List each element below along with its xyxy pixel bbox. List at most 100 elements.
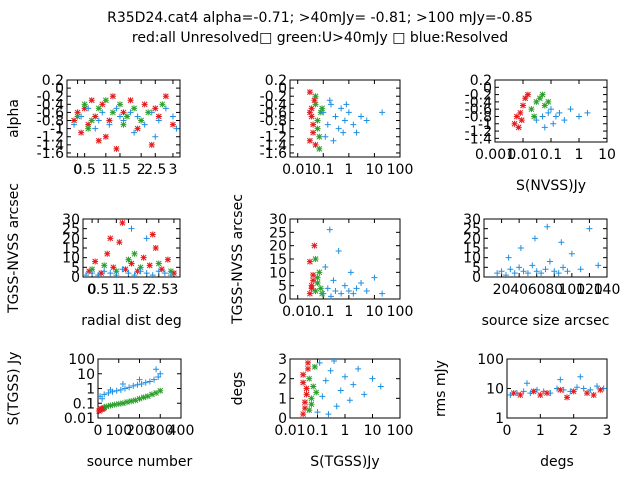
data-point-green [101, 262, 108, 269]
y-tick-label: 0.01 [64, 411, 95, 427]
data-point-red [170, 270, 177, 277]
data-point-blue [340, 129, 347, 136]
data-point-blue [338, 105, 345, 112]
y-tick-label: 10 [62, 251, 80, 267]
data-point-blue [338, 290, 345, 297]
data-point-blue [564, 268, 571, 275]
data-point-red [303, 385, 310, 392]
data-point-red [310, 272, 317, 278]
data-point-blue [580, 385, 587, 392]
data-point-blue [106, 121, 113, 128]
data-point-green [157, 387, 164, 394]
data-point-red [92, 258, 99, 265]
x-tick-label: 0.01 [282, 304, 313, 320]
data-point-green [111, 401, 118, 408]
data-point-blue [101, 391, 108, 398]
data-point-blue [551, 268, 558, 275]
y-tick-label: 1 [495, 411, 504, 427]
x-tick-label: 1 [344, 304, 353, 320]
data-point-red [95, 137, 102, 144]
data-point-green [314, 274, 321, 281]
data-point-red [510, 390, 517, 397]
data-point-green [167, 268, 174, 275]
data-point-blue [155, 268, 162, 275]
data-point-red [311, 97, 318, 104]
scatter-panels: 00.5 11.5 22.5 30.20-0.2-0.4-0.6-0.8-1-1.2-… [6, 73, 620, 470]
data-point-blue [326, 226, 333, 233]
y-tick-label: -0.2 [465, 88, 492, 104]
data-point-blue [511, 270, 518, 277]
data-point-blue [143, 235, 150, 242]
x-tick-label: 0.001 [475, 147, 515, 163]
y-axis-label: degs [230, 372, 246, 406]
x-tick-label: 0 [94, 423, 103, 439]
data-point-blue [71, 121, 78, 128]
data-point-red [308, 113, 315, 120]
data-point-green [109, 109, 116, 116]
data-point-blue [151, 376, 158, 383]
data-point-red [86, 268, 93, 275]
data-point-blue [529, 262, 536, 269]
data-point-red [308, 105, 315, 112]
y-tick-label: -0.4 [260, 97, 287, 113]
data-point-blue [541, 124, 548, 131]
data-point-green [312, 101, 319, 108]
data-point-red [522, 95, 529, 102]
data-point-red [518, 117, 525, 124]
y-tick-label: 25 [269, 225, 287, 241]
data-point-blue [346, 397, 353, 404]
x-tick-label: 0.01 [282, 162, 313, 178]
y-tick-label: 3 [278, 352, 287, 368]
data-point-blue [533, 268, 540, 275]
x-tick-label: 0.5 [74, 162, 96, 178]
data-point-red [301, 405, 308, 412]
data-point-blue [331, 357, 338, 364]
data-point-blue [350, 290, 357, 297]
data-point-green [107, 402, 114, 409]
data-point-blue [316, 359, 323, 366]
y-tick-label: 15 [463, 241, 481, 257]
data-point-red [78, 129, 85, 136]
data-point-blue [120, 117, 127, 124]
data-point-green [319, 105, 326, 112]
data-point-green [131, 105, 138, 112]
data-point-blue [341, 117, 348, 124]
x-tick-label: 3 [168, 162, 177, 178]
data-point-blue [142, 379, 149, 386]
data-point-blue [92, 125, 99, 132]
data-point-green [536, 95, 543, 102]
y-tick-label: 0 [278, 81, 287, 97]
data-point-blue [121, 385, 128, 392]
data-point-blue [555, 270, 562, 277]
y-tick-label: -0.2 [260, 89, 287, 105]
y-tick-label: -0.2 [37, 89, 64, 105]
y-tick-label: 0 [483, 80, 492, 96]
y-tick-label: 0.1 [73, 396, 95, 412]
data-point-green [311, 363, 318, 370]
x-tick-label: 10 [598, 147, 616, 163]
y-tick-label: 0 [472, 270, 481, 286]
data-point-blue [143, 270, 150, 277]
x-tick-label: 0.1 [306, 423, 328, 439]
data-point-blue [520, 388, 527, 395]
data-point-blue [155, 374, 162, 381]
data-point-red [99, 101, 106, 108]
data-point-blue [119, 266, 126, 273]
data-point-green [545, 98, 552, 105]
x-tick-label: 100 [558, 282, 585, 298]
data-point-blue [494, 270, 501, 277]
data-point-green [89, 266, 96, 273]
data-point-blue [113, 272, 120, 279]
data-point-red [524, 91, 531, 98]
data-point-blue [341, 282, 348, 289]
data-point-red [116, 239, 123, 246]
data-point-blue [320, 109, 327, 116]
data-point-red [85, 121, 92, 128]
data-point-blue [326, 97, 333, 104]
x-tick-label: 0.1 [312, 304, 334, 320]
chart-panel-p12: 0.010.1 1 10 100 0.20-0.2-0.4-0.6-0.8-1-1.2-… [260, 73, 414, 178]
data-point-blue [99, 395, 106, 402]
data-point-red [71, 117, 78, 124]
data-point-red [109, 93, 116, 100]
